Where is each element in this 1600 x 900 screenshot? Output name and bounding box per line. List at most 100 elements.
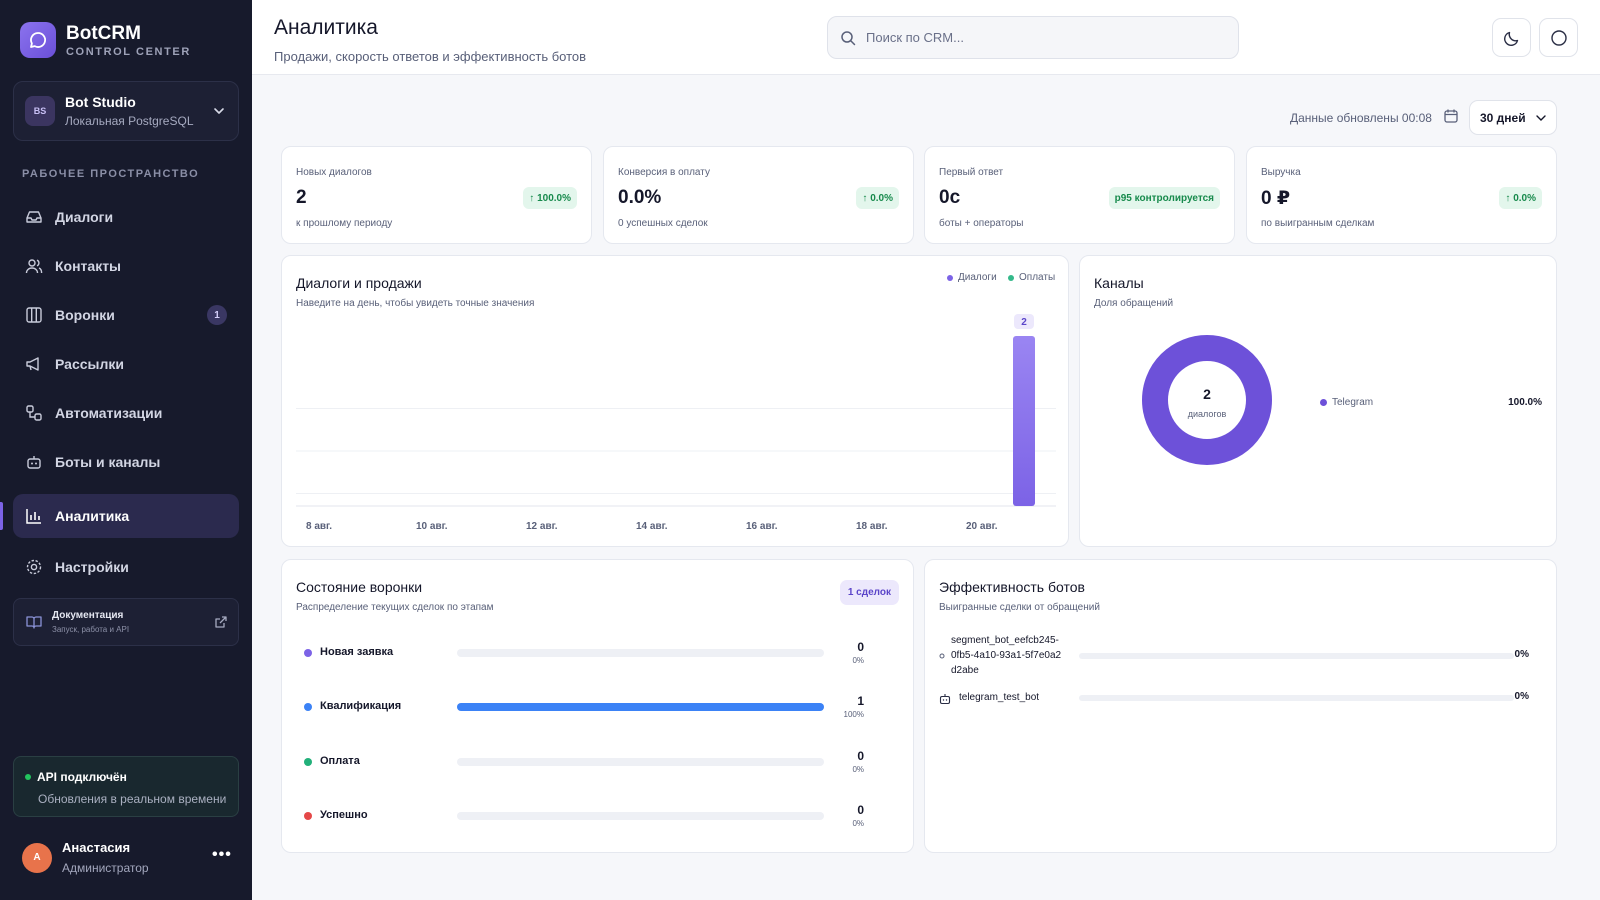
stage-count: 1: [857, 694, 864, 708]
trend-badge: ↑ 0.0%: [1499, 187, 1542, 209]
user-name: Анастасия: [62, 840, 131, 855]
documentation-link[interactable]: Документация Запуск, работа и API: [13, 598, 239, 646]
search-icon: [841, 30, 856, 45]
kpi-label: Новых диалогов: [296, 167, 372, 178]
funnel-stage-row[interactable]: Успешно 0 0%: [304, 803, 864, 833]
api-status-title: API подключён: [37, 770, 127, 784]
inbox-icon: [25, 208, 43, 226]
kpi-card-new-dialogs: Новых диалогов 2 ↑ 100.0% к прошлому пер…: [281, 146, 592, 244]
period-select[interactable]: 30 дней: [1469, 100, 1557, 135]
stage-progress-track: [457, 812, 824, 820]
stage-progress-track: [457, 703, 824, 711]
channel-legend-item: Telegram: [1320, 397, 1373, 408]
bot-icon: [939, 694, 951, 705]
sidebar-item-label: Настройки: [55, 559, 129, 575]
funnel-stage-row[interactable]: Квалификация 1 100%: [304, 694, 864, 724]
channels-donut[interactable]: [1137, 330, 1277, 470]
stage-color-dot: [304, 703, 312, 711]
channel-share: 100.0%: [1508, 397, 1542, 408]
x-tick-label: 18 авг.: [856, 521, 888, 532]
bot-row[interactable]: segment_bot_eefcb245-0fb5-4a10-93a1-5f7e…: [939, 633, 1529, 681]
sidebar: BotCRM CONTROL CENTER BS Bot Studio Лока…: [0, 0, 252, 900]
legend-item[interactable]: Оплаты: [1008, 272, 1055, 283]
app-name: BotCRM: [66, 22, 141, 44]
sidebar-item-settings[interactable]: Настройки: [13, 545, 239, 589]
kpi-card-conversion: Конверсия в оплату 0.0% ↑ 0.0% 0 успешны…: [603, 146, 914, 244]
book-icon: [26, 616, 42, 629]
donut-center-label: диалогов: [1187, 409, 1227, 419]
funnel-card: Состояние воронки Распределение текущих …: [281, 559, 914, 853]
channels-subtitle: Доля обращений: [1094, 298, 1174, 309]
funnel-subtitle: Распределение текущих сделок по этапам: [296, 602, 494, 613]
donut-slice-telegram[interactable]: [1142, 335, 1272, 465]
sidebar-item-contacts[interactable]: Контакты: [13, 244, 239, 288]
sidebar-item-analytics[interactable]: Аналитика: [0, 494, 239, 538]
page-subtitle: Продажи, скорость ответов и эффективност…: [274, 49, 587, 64]
kpi-card-revenue: Выручка 0 ₽ ↑ 0.0% по выигранным сделкам: [1246, 146, 1557, 244]
kpi-label: Первый ответ: [939, 167, 1004, 178]
workspace-avatar: BS: [25, 96, 55, 126]
deals-count-badge: 1 сделок: [839, 580, 899, 605]
sidebar-item-label: Автоматизации: [55, 405, 163, 421]
kpi-card-first-response: Первый ответ 0с p95 контролируется боты …: [924, 146, 1235, 244]
circle-icon: [1550, 29, 1567, 46]
trend-badge: ↑ 0.0%: [856, 187, 899, 209]
stage-color-dot: [304, 758, 312, 766]
external-link-icon: [215, 616, 227, 628]
more-menu-button[interactable]: •••: [212, 846, 232, 863]
sales-chart-plot[interactable]: 8 авг. 10 авг. 12 авг. 14 авг. 16 авг. 18 авг…: [282, 256, 1070, 548]
channels-card: Каналы Доля обращений 2 диалогов Telegra…: [1079, 255, 1557, 547]
sidebar-item-dialogs[interactable]: Диалоги: [13, 195, 239, 239]
count-badge: 1: [207, 305, 227, 325]
stage-percent: 0%: [852, 819, 864, 828]
data-label: 2: [1021, 317, 1027, 328]
theme-toggle-button[interactable]: [1492, 18, 1531, 57]
search-input[interactable]: [866, 30, 1226, 45]
bot-name: segment_bot_eefcb245-0fb5-4a10-93a1-5f7e…: [951, 635, 1062, 676]
bot-progress-track: [1079, 695, 1514, 701]
kpi-label: Выручка: [1261, 167, 1301, 178]
period-value: 30 дней: [1480, 110, 1526, 125]
status-button[interactable]: [1539, 18, 1578, 57]
calendar-icon: [1444, 109, 1458, 123]
user-profile[interactable]: А Анастасия Администратор: [22, 840, 149, 875]
sidebar-item-label: Контакты: [55, 258, 122, 274]
kpi-value: 2: [296, 187, 307, 208]
kpi-value: 0.0%: [618, 187, 662, 208]
bot-percent: 0%: [1514, 691, 1529, 702]
funnel-stage-row[interactable]: Оплата 0 0%: [304, 749, 864, 779]
stage-progress-track: [457, 758, 824, 766]
x-tick-label: 8 авг.: [306, 521, 332, 532]
sidebar-item-automations[interactable]: Автоматизации: [13, 391, 239, 435]
sidebar-item-label: Боты и каналы: [55, 454, 161, 470]
workspace-switcher[interactable]: BS Bot Studio Локальная PostgreSQL: [13, 81, 239, 141]
sidebar-item-bots-channels[interactable]: Боты и каналы: [13, 440, 239, 484]
sidebar-item-label: Диалоги: [55, 209, 114, 225]
funnel-stage-row[interactable]: Новая заявка 0 0%: [304, 640, 864, 670]
x-tick-label: 10 авг.: [416, 521, 448, 532]
legend-swatch: [947, 274, 953, 281]
trend-badge: ↑ 100.0%: [523, 187, 577, 209]
megaphone-icon: [25, 355, 43, 373]
search-box[interactable]: [827, 16, 1239, 59]
kpi-label: Конверсия в оплату: [618, 167, 710, 178]
stage-percent: 100%: [843, 710, 864, 719]
data-label-bg: [1014, 314, 1034, 329]
bar-chart-icon: [25, 507, 43, 525]
sidebar-item-funnels[interactable]: Воронки 1: [13, 293, 239, 337]
sidebar-item-label: Воронки: [55, 307, 115, 323]
legend-item[interactable]: Диалоги: [947, 272, 997, 283]
stage-count: 0: [857, 803, 864, 817]
workspace-db: Локальная PostgreSQL: [65, 114, 194, 128]
stage-color-dot: [304, 812, 312, 820]
moon-icon: [1503, 31, 1518, 46]
bots-subtitle: Выигранные сделки от обращений: [939, 602, 1100, 613]
bot-row[interactable]: telegram_test_bot 0%: [939, 690, 1529, 712]
funnel-title: Состояние воронки: [296, 579, 423, 595]
kpi-subtext: 0 успешных сделок: [618, 218, 708, 229]
last-updated: Данные обновлены 00:08: [1290, 111, 1432, 125]
app-subtitle: CONTROL CENTER: [66, 45, 191, 58]
brand[interactable]: BotCRM CONTROL CENTER: [20, 22, 191, 58]
gear-icon: [25, 558, 43, 576]
sidebar-item-broadcasts[interactable]: Рассылки: [13, 342, 239, 386]
